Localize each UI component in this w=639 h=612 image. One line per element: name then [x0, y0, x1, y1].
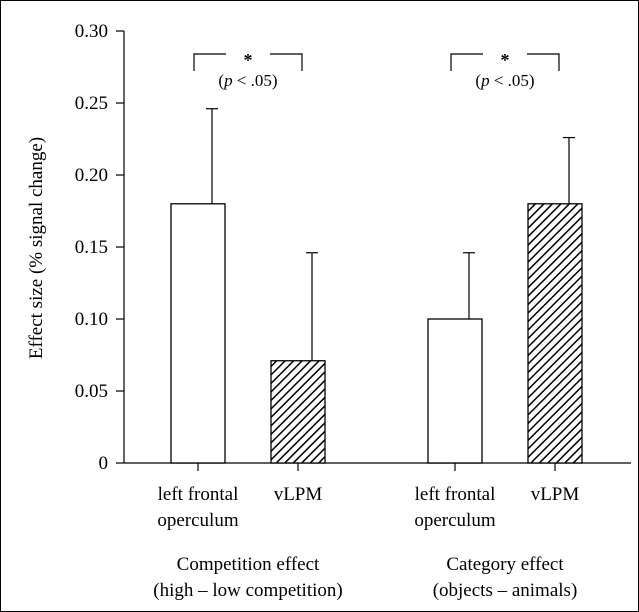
group-label: Competition effect: [177, 554, 320, 575]
group-label-line2: (high – low competition): [153, 580, 342, 601]
bar: [270, 360, 326, 464]
y-tick-label: 0.05: [75, 381, 108, 402]
bar-label-line2: operculum: [414, 510, 495, 531]
significance-star: *: [244, 50, 253, 70]
y-tick-label: 0.30: [75, 21, 108, 42]
group-label: Category effect: [446, 554, 564, 575]
bar-label: vLPM: [274, 484, 323, 505]
significance-text: (p < .05): [218, 71, 277, 90]
significance-star: *: [501, 50, 510, 70]
group-label-line2: (objects – animals): [433, 580, 578, 601]
y-tick-label: 0: [99, 453, 109, 474]
y-tick-label: 0.20: [75, 165, 108, 186]
bar: [527, 203, 583, 464]
bar: [170, 203, 226, 464]
significance-text: (p < .05): [475, 71, 534, 90]
bar: [427, 318, 483, 464]
significance-bracket: [450, 53, 560, 71]
y-tick-label: 0.25: [75, 93, 108, 114]
bar-label: vLPM: [531, 484, 580, 505]
y-tick-label: 0.15: [75, 237, 108, 258]
bar-label: left frontal: [158, 484, 239, 505]
significance-bracket: [193, 53, 303, 71]
y-axis-label: Effect size (% signal change): [26, 137, 47, 359]
bar-label-line2: operculum: [157, 510, 238, 531]
bar-label: left frontal: [415, 484, 496, 505]
y-tick-label: 0.10: [75, 309, 108, 330]
